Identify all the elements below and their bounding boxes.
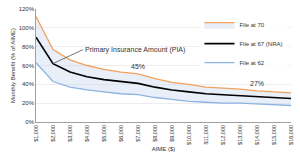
svg-text:$4,000: $4,000: [84, 125, 90, 142]
svg-text:$2,000: $2,000: [50, 125, 56, 142]
svg-text:120%: 120%: [19, 6, 35, 12]
svg-text:$16,000: $16,000: [288, 125, 294, 145]
svg-text:60%: 60%: [22, 63, 35, 69]
svg-text:Primary Insurance Amount (PIA): Primary Insurance Amount (PIA): [85, 46, 185, 54]
svg-text:$14,000: $14,000: [254, 125, 260, 145]
svg-text:$7,000: $7,000: [135, 125, 141, 142]
svg-text:$9,000: $9,000: [169, 125, 175, 142]
svg-text:$10,000: $10,000: [186, 125, 192, 145]
svg-text:AIME ($): AIME ($): [152, 146, 176, 152]
svg-text:$13,000: $13,000: [237, 125, 243, 145]
svg-text:$11,000: $11,000: [203, 125, 209, 144]
svg-text:File at 62: File at 62: [239, 60, 264, 66]
svg-text:40%: 40%: [22, 81, 35, 87]
svg-text:$3,000: $3,000: [67, 125, 73, 142]
svg-text:File at 70: File at 70: [239, 22, 264, 28]
svg-text:20%: 20%: [22, 100, 35, 106]
svg-text:45%: 45%: [131, 63, 145, 70]
svg-text:27%: 27%: [250, 80, 264, 87]
svg-text:100%: 100%: [19, 25, 35, 31]
svg-text:0%: 0%: [25, 119, 34, 125]
svg-text:$5,000: $5,000: [101, 125, 107, 142]
svg-text:$12,000: $12,000: [220, 125, 226, 145]
svg-text:$6,000: $6,000: [118, 125, 124, 142]
svg-text:$8,000: $8,000: [152, 125, 158, 142]
svg-text:$15,000: $15,000: [271, 125, 277, 145]
svg-text:Monthly Benefit (% of AIME): Monthly Benefit (% of AIME): [10, 28, 16, 103]
svg-text:$1,000: $1,000: [33, 125, 39, 142]
svg-text:80%: 80%: [22, 44, 35, 50]
svg-text:File at 67 (NRA): File at 67 (NRA): [239, 41, 282, 47]
